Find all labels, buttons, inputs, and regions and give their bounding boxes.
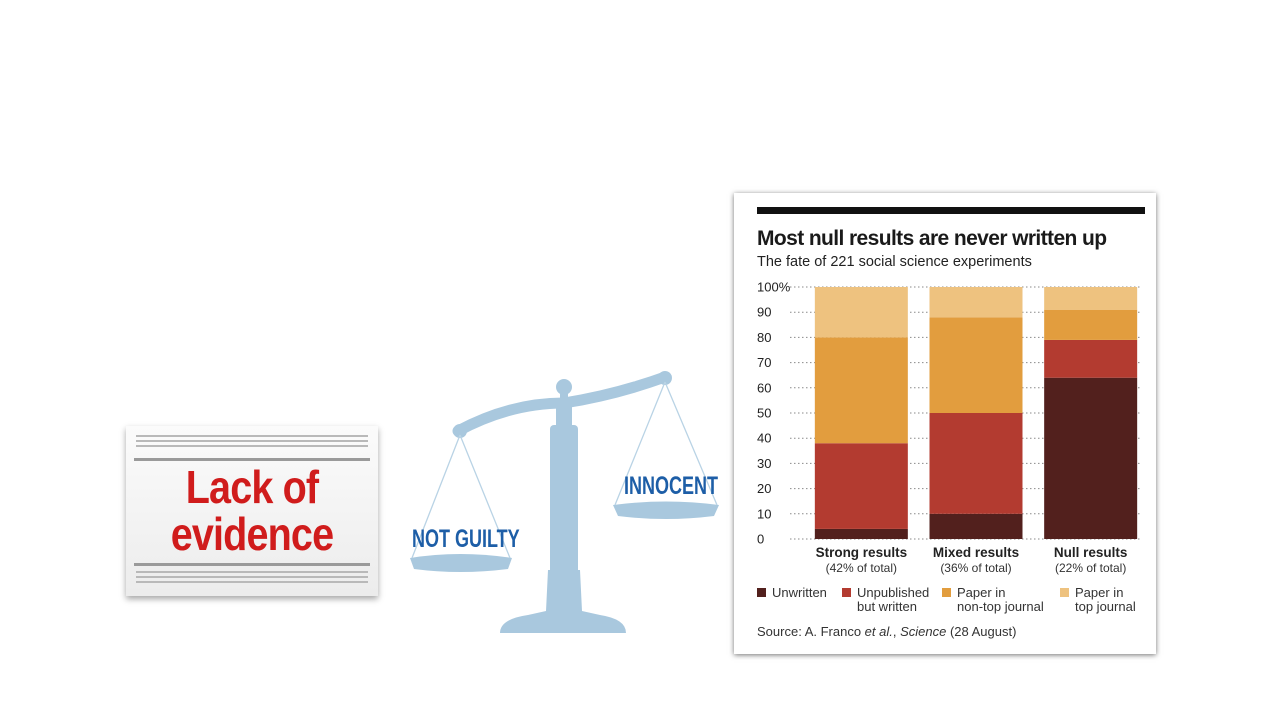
x-category-note: (36% of total) bbox=[940, 561, 1011, 575]
x-category-label: Null results bbox=[1054, 545, 1128, 560]
headline-line-2: evidence bbox=[144, 511, 361, 558]
bar-segment bbox=[815, 443, 908, 529]
y-tick-label: 10 bbox=[757, 506, 771, 521]
legend-label: Paper in bbox=[957, 585, 1005, 600]
bar-segment bbox=[1044, 340, 1137, 378]
legend-swatch bbox=[942, 588, 951, 597]
y-tick-label: 20 bbox=[757, 481, 771, 496]
x-category-note: (22% of total) bbox=[1055, 561, 1126, 575]
source-suffix: (28 August) bbox=[946, 624, 1016, 639]
bar-segment bbox=[1044, 287, 1137, 310]
legend-label: non-top journal bbox=[957, 599, 1044, 614]
legend-label: but written bbox=[857, 599, 917, 614]
y-tick-label: 30 bbox=[757, 456, 771, 471]
bar-segment bbox=[930, 514, 1023, 539]
scales-icon bbox=[400, 365, 730, 640]
y-tick-label: 70 bbox=[757, 355, 771, 370]
y-tick-label: 60 bbox=[757, 380, 771, 395]
bar-segment bbox=[930, 413, 1023, 514]
newspaper-rule bbox=[134, 563, 370, 566]
y-tick-label: 0 bbox=[757, 532, 764, 547]
scales-of-justice: NOT GUILTY INNOCENT bbox=[400, 365, 730, 640]
headline-line-1: Lack of bbox=[144, 464, 361, 511]
legend-label: top journal bbox=[1075, 599, 1136, 614]
source-journal-italic: Science bbox=[900, 624, 946, 639]
x-category-label: Strong results bbox=[816, 545, 908, 560]
newspaper-text-lines bbox=[136, 568, 368, 590]
chart-card: Most null results are never written up T… bbox=[734, 193, 1156, 654]
y-tick-label: 40 bbox=[757, 431, 771, 446]
newspaper-image: Lack of evidence bbox=[126, 426, 378, 596]
y-tick-label: 50 bbox=[757, 406, 771, 421]
newspaper-text-lines bbox=[136, 432, 368, 454]
y-tick-label: 100% bbox=[757, 280, 791, 295]
bar-segment bbox=[815, 287, 908, 337]
stacked-bar-chart: 100% 90 80 70 60 50 40 30 20 10 0 Strong results(42… bbox=[734, 193, 1156, 618]
legend-swatch bbox=[842, 588, 851, 597]
legend-swatch bbox=[1060, 588, 1069, 597]
legend-label: Unpublished bbox=[857, 585, 929, 600]
bar-segment bbox=[1044, 310, 1137, 340]
y-tick-label: 90 bbox=[757, 305, 771, 320]
x-category-label: Mixed results bbox=[933, 545, 1019, 560]
bar-segment bbox=[815, 337, 908, 443]
legend-label: Unwritten bbox=[772, 585, 827, 600]
bar-segment bbox=[1044, 378, 1137, 539]
bar-segment bbox=[930, 317, 1023, 413]
y-tick-label: 80 bbox=[757, 330, 771, 345]
innocent-label: INNOCENT bbox=[624, 472, 718, 501]
bar-segment bbox=[930, 287, 1023, 317]
source-prefix: Source: A. Franco bbox=[757, 624, 865, 639]
x-category-note: (42% of total) bbox=[826, 561, 897, 575]
legend-swatch bbox=[757, 588, 766, 597]
newspaper-headline: Lack of evidence bbox=[144, 464, 361, 558]
bar-segment bbox=[815, 529, 908, 539]
source-authors-italic: et al. bbox=[865, 624, 893, 639]
chart-source: Source: A. Franco et al., Science (28 Au… bbox=[757, 624, 1016, 639]
legend-label: Paper in bbox=[1075, 585, 1123, 600]
not-guilty-label: NOT GUILTY bbox=[412, 525, 520, 554]
source-middle: , bbox=[893, 624, 900, 639]
